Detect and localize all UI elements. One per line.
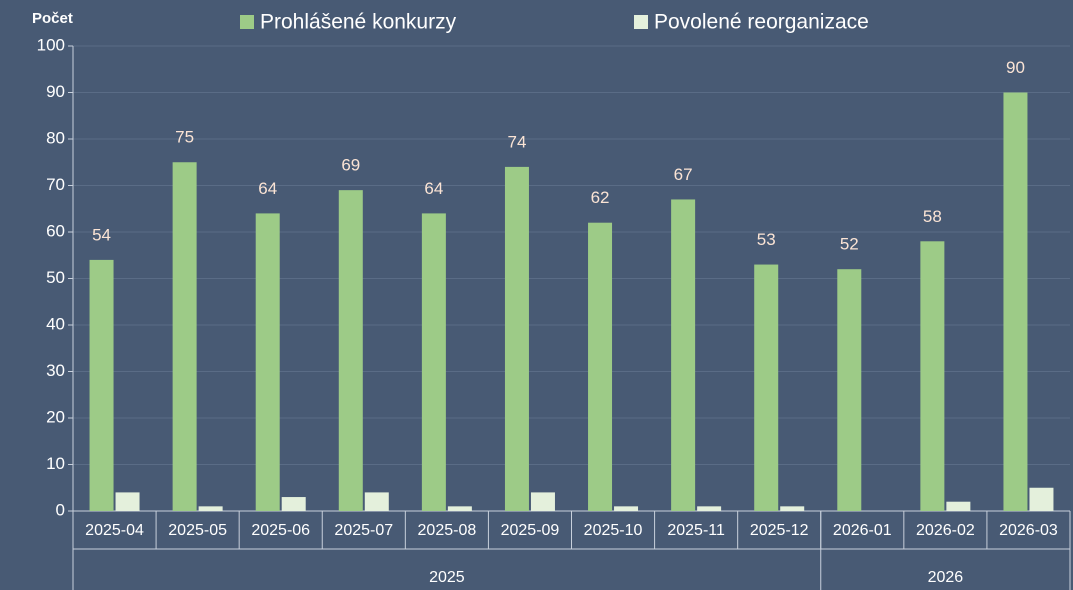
y-tick-label: 70 <box>46 175 65 194</box>
bar <box>614 506 639 511</box>
x-tick-label: 2025-05 <box>168 522 227 539</box>
legend-label: Prohlášené konkurzy <box>260 11 457 34</box>
y-tick-label: 10 <box>46 454 65 473</box>
x-tick-label: 2025-07 <box>334 522 393 539</box>
bar <box>588 222 613 511</box>
bar <box>1029 487 1054 511</box>
legend-swatch <box>634 15 648 29</box>
x-tick-label: 2026-02 <box>916 522 975 539</box>
bar <box>198 506 223 511</box>
data-label: 90 <box>1006 58 1025 77</box>
data-label: 69 <box>341 156 360 175</box>
y-tick-label: 60 <box>46 221 65 240</box>
x-tick-label: 2025-09 <box>501 522 560 539</box>
group-label: 2026 <box>928 569 964 586</box>
data-label: 52 <box>840 235 859 254</box>
data-label: 64 <box>258 179 277 198</box>
bar <box>671 199 696 511</box>
data-label: 54 <box>92 225 111 244</box>
bar <box>946 501 971 511</box>
bar <box>338 190 363 511</box>
data-label: 74 <box>507 132 526 151</box>
y-tick-label: 30 <box>46 361 65 380</box>
group-label: 2025 <box>429 569 465 586</box>
data-label: 58 <box>923 207 942 226</box>
x-tick-label: 2025-10 <box>584 522 643 539</box>
x-tick-label: 2025-12 <box>750 522 809 539</box>
bar <box>115 492 140 511</box>
data-label: 64 <box>424 179 443 198</box>
bar <box>281 497 306 511</box>
bar <box>255 213 280 511</box>
bar <box>421 213 446 511</box>
data-label: 53 <box>757 230 776 249</box>
bar <box>172 162 197 511</box>
bar <box>364 492 389 511</box>
x-tick-label: 2025-04 <box>85 522 144 539</box>
bar <box>530 492 555 511</box>
x-tick-label: 2025-08 <box>418 522 477 539</box>
y-tick-label: 20 <box>46 407 65 426</box>
bar <box>89 259 114 511</box>
legend-label: Povolené reorganizace <box>654 11 869 34</box>
x-tick-label: 2025-11 <box>667 522 725 539</box>
data-label: 75 <box>175 128 194 147</box>
y-tick-label: 100 <box>37 35 65 54</box>
y-tick-label: 80 <box>46 128 65 147</box>
bar <box>780 506 805 511</box>
y-axis-label: Počet <box>32 10 73 27</box>
bar <box>447 506 472 511</box>
y-tick-label: 40 <box>46 314 65 333</box>
x-tick-label: 2026-01 <box>833 522 892 539</box>
bar <box>754 264 779 511</box>
y-tick-label: 50 <box>46 268 65 287</box>
y-tick-label: 90 <box>46 82 65 101</box>
bar <box>504 166 529 511</box>
legend-swatch <box>240 15 254 29</box>
data-label: 67 <box>674 165 693 184</box>
bar <box>697 506 722 511</box>
x-tick-label: 2025-06 <box>251 522 310 539</box>
data-label: 62 <box>591 188 610 207</box>
bar <box>920 241 945 512</box>
bar <box>1003 92 1028 511</box>
x-tick-label: 2026-03 <box>999 522 1058 539</box>
bar <box>837 269 862 511</box>
y-tick-label: 0 <box>56 500 65 519</box>
